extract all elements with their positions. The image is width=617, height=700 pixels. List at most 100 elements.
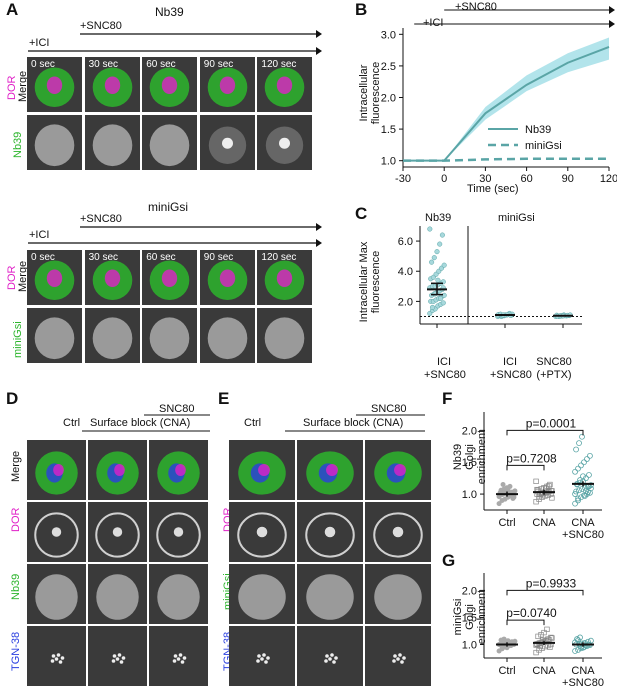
panel-f-ylabel-line1: Nb39 xyxy=(452,443,464,471)
golgi-dot xyxy=(257,654,261,658)
data-point xyxy=(435,277,441,283)
panel-d-ctrl-label: Ctrl xyxy=(63,417,81,429)
panel-d-tile-r3-c2 xyxy=(149,626,208,686)
panel-a-top-nb39-tile-0 xyxy=(27,115,82,170)
panel-a-top-nb39-tile-2-cell xyxy=(149,124,190,167)
golgi-dot xyxy=(396,657,400,661)
panel-b-line-chart: 1.0 1.5 2.0 2.5 3.0 -30 0 30 60 90 120 Nb39 miniGsi xyxy=(381,6,617,185)
panel-d-tile-r2-c0 xyxy=(27,564,86,624)
cell-gray xyxy=(157,574,200,620)
panel-a-top-nb39-tile-4 xyxy=(257,115,313,170)
panel-d-tile-r0-c1 xyxy=(88,440,147,500)
data-point-square xyxy=(547,644,553,650)
golgi-dot xyxy=(180,660,185,664)
panel-a-top-nb39-tile-4-cell xyxy=(266,126,304,164)
cell-dor-signal xyxy=(104,269,120,288)
data-point-square xyxy=(536,647,542,653)
data-point-square xyxy=(546,483,552,489)
data-point-square xyxy=(542,643,548,650)
golgi-dot xyxy=(264,660,268,664)
panel-b-snc80-label: +SNC80 xyxy=(455,1,497,13)
panel-a-bottom-merge-tile-4: 120 sec xyxy=(257,250,313,305)
timepoint-label: 30 sec xyxy=(88,59,119,70)
panel-d-tile-r3-c0-cell xyxy=(50,653,65,664)
golgi-dot xyxy=(260,657,264,661)
data-point-open xyxy=(577,477,583,483)
data-point-square xyxy=(547,481,553,488)
panel-a-bottom-minigsi-tile-4 xyxy=(257,308,313,363)
cell-gray xyxy=(149,124,190,167)
panel-d-tile-r0-c2-cell xyxy=(157,451,200,495)
panel-e-tile-r0-c1-cell xyxy=(306,451,354,495)
x-cat-label-cna: CNA xyxy=(532,665,556,677)
panel-a-top-merge-tile-0: 0 sec xyxy=(27,57,82,112)
panel-e-tile-r2-c2 xyxy=(365,564,431,624)
panel-c-ylabel: Intracellular Max fluorescence xyxy=(358,241,382,323)
data-point-open xyxy=(575,465,581,472)
nb39-line xyxy=(403,46,610,162)
data-point-square xyxy=(535,633,541,640)
panel-a-top-title: Nb39 xyxy=(155,5,184,19)
y-tick-label: 2.0 xyxy=(381,93,396,105)
panel-d-row-dor: DOR xyxy=(10,507,22,532)
panel-a-top-merge-tile-3: 90 sec xyxy=(199,57,255,112)
data-point-open xyxy=(572,500,578,507)
panel-a-bottom-minigsi-tile-2 xyxy=(142,308,198,363)
panel-a-top-snc80-label: +SNC80 xyxy=(80,20,122,32)
panel-e-tile-r0-c1 xyxy=(297,440,363,500)
panel-c-cat-2: ICI +SNC80 xyxy=(490,356,532,381)
panel-e-tile-r2-c1 xyxy=(297,564,363,624)
panel-a-bottom-minigsi-tile-4-cell xyxy=(265,317,305,360)
data-point-open xyxy=(582,484,588,491)
data-point-open xyxy=(574,636,580,642)
cell-gray xyxy=(96,574,139,620)
cell-gray xyxy=(306,574,354,620)
timepoint-label: 120 sec xyxy=(261,252,297,263)
cell-gray xyxy=(149,317,190,360)
data-point-open xyxy=(583,487,589,494)
timepoint-label: 120 sec xyxy=(261,59,297,70)
panel-a-bottom-minigsi-tile-0 xyxy=(27,308,82,363)
panel-a-top-merge-tile-0-cell xyxy=(34,67,75,108)
cell-dor-signal xyxy=(161,76,178,95)
cell-dor-signal xyxy=(326,464,338,476)
cell-gray xyxy=(92,317,132,360)
panel-a-bottom-minigsi-tile-0-cell xyxy=(34,317,75,360)
y-tick-label: 1.5 xyxy=(462,457,477,469)
golgi-dot xyxy=(402,656,406,660)
y-tick-label: 2.0 xyxy=(398,296,413,308)
panel-a-bottom-minigsi-tile-1 xyxy=(84,308,140,363)
sig-bracket-1 xyxy=(506,464,545,471)
y-tick-label: 2.5 xyxy=(381,61,396,73)
panel-f-ylabel-line2: Golgi enrichment xyxy=(464,429,488,485)
data-point xyxy=(429,304,436,310)
data-point-open xyxy=(581,640,587,647)
cell-gray xyxy=(265,317,305,360)
golgi-dot xyxy=(334,656,338,660)
y-tick-label: 4.0 xyxy=(398,266,413,278)
data-point xyxy=(441,262,447,268)
panel-c-group-nb39: Nb39 xyxy=(425,212,452,224)
cell-membrane xyxy=(373,512,423,558)
panel-a-bottom-merge-tile-2: 60 sec xyxy=(142,250,198,305)
golgi-dot xyxy=(328,657,332,661)
cell-membrane xyxy=(95,512,140,558)
panel-e-tile-r1-c2 xyxy=(365,502,431,562)
x-tick-label: 60 xyxy=(520,173,532,185)
panel-a-top-ici-label: +ICI xyxy=(29,37,50,49)
golgi-dot xyxy=(58,660,63,664)
panel-c-scatter-chart: 2.0 4.0 6.0 xyxy=(398,226,582,328)
x-cat-label-cna-snc80-line2: +SNC80 xyxy=(562,677,604,689)
panel-label-g: G xyxy=(442,551,456,570)
snc80-arrowhead xyxy=(609,6,615,14)
cell-dor-signal xyxy=(161,269,178,288)
panel-d-row-nb39: Nb39 xyxy=(10,573,22,600)
data-point-filled xyxy=(501,636,507,642)
data-point-square xyxy=(545,636,551,642)
panel-e-snc80-label: SNC80 xyxy=(371,403,407,415)
data-point xyxy=(431,255,437,261)
panel-e-tile-r1-c1-cell xyxy=(305,512,355,558)
data-point-filled xyxy=(511,494,517,500)
panel-c-cat-3: SNC80 (+PTX) xyxy=(536,356,572,381)
panel-e-tile-r0-c0-cell xyxy=(238,451,286,495)
